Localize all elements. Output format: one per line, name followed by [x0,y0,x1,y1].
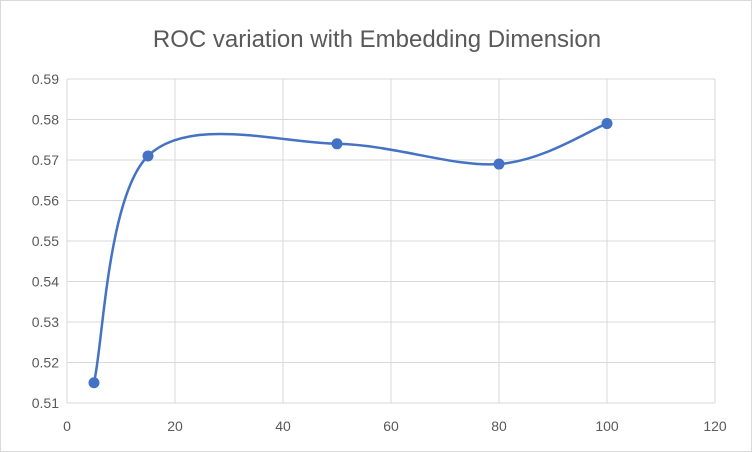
y-tick-label: 0.59 [32,71,59,87]
data-point [88,377,100,389]
x-tick-label: 60 [383,418,399,434]
x-tick-label: 120 [703,418,727,434]
x-tick-label: 80 [491,418,507,434]
data-point [601,118,613,130]
chart-title: ROC variation with Embedding Dimension [153,26,601,53]
data-point [331,138,343,150]
series-layer [88,118,613,389]
y-tick-label: 0.58 [32,112,59,128]
y-tick-label: 0.55 [32,233,59,249]
grid-lines [66,78,716,404]
x-axis-tick-labels: 0 20 40 60 80 100 120 [63,418,727,434]
y-tick-label: 0.56 [32,193,59,209]
y-tick-label: 0.52 [32,355,59,371]
x-tick-label: 0 [63,418,71,434]
x-tick-label: 40 [275,418,291,434]
y-tick-label: 0.54 [32,274,59,290]
x-tick-label: 100 [595,418,619,434]
y-tick-label: 0.53 [32,314,59,330]
y-tick-label: 0.57 [32,152,59,168]
x-tick-label: 20 [167,418,183,434]
y-axis-tick-labels: 0.51 0.52 0.53 0.54 0.55 0.56 0.57 0.58 0.59 [32,71,59,411]
data-point [493,158,505,170]
y-tick-label: 0.51 [32,395,59,411]
series-line [92,122,608,384]
data-point [142,150,154,162]
